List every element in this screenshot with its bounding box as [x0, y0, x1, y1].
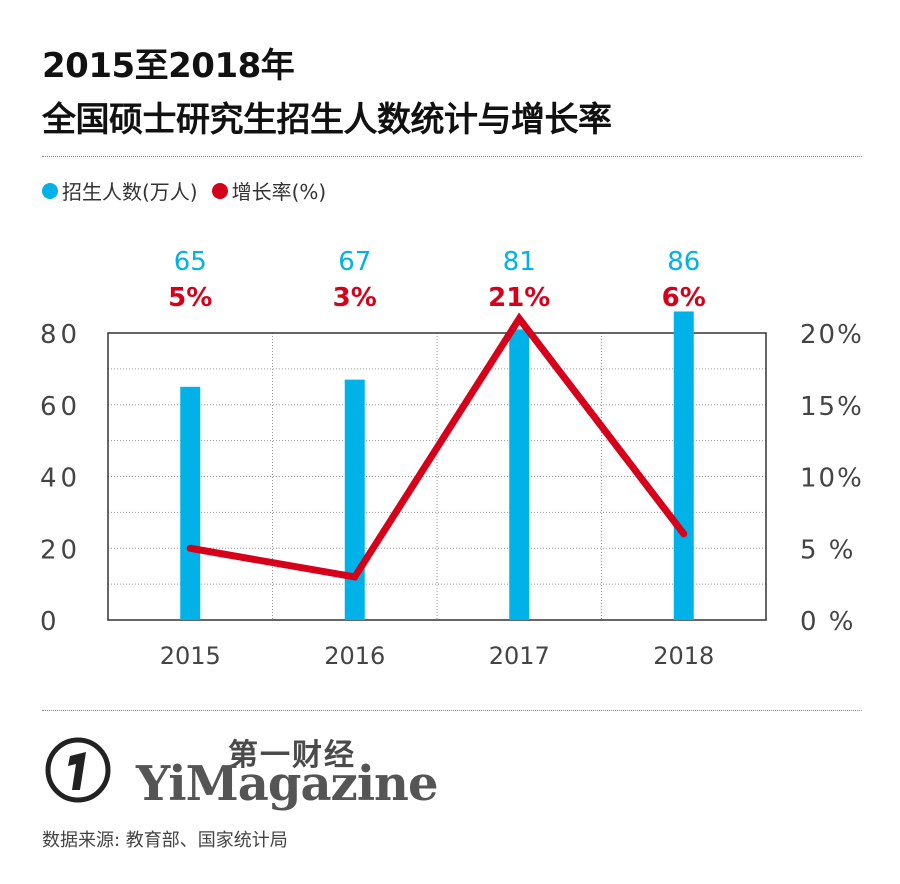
right-axis-tick-label: 10% [800, 464, 864, 494]
legend-label-growth: 增长率(%) [231, 180, 327, 204]
chart-title-line1: 2015至2018年 [42, 46, 295, 86]
right-axis-tick-label: 20% [800, 320, 864, 350]
x-axis-category-label: 2018 [653, 642, 714, 670]
bar-value-label: 65 [174, 247, 207, 277]
bar-2015 [180, 386, 201, 620]
brand-chinese-name: 第一财经 [228, 738, 356, 773]
data-source: 数据来源: 教育部、国家统计局 [42, 830, 288, 851]
x-axis-category-label: 2015 [160, 642, 221, 670]
x-axis-category-label: 2017 [489, 642, 550, 670]
legend-item-enroll: 招生人数(万人) [42, 176, 198, 205]
legend-item-growth: 增长率(%) [211, 176, 327, 205]
growth-rate-line [186, 312, 688, 581]
bar-value-label: 81 [503, 247, 536, 277]
bar-value-label: 67 [338, 247, 371, 277]
bar-2017 [509, 329, 530, 620]
chart-title-line2: 全国硕士研究生招生人数统计与增长率 [42, 100, 612, 140]
x-axis-category-label: 2016 [324, 642, 385, 670]
yimagazine-logo-icon [45, 737, 111, 803]
growth-value-label: 5% [168, 283, 212, 313]
brand-english-name: YiMagazine [136, 756, 438, 812]
legend: 招生人数(万人) 增长率(%) [42, 176, 340, 205]
growth-value-label: 3% [333, 283, 377, 313]
bottom-divider [42, 710, 862, 711]
top-divider [42, 156, 862, 157]
growth-value-label: 21% [488, 283, 550, 313]
bar-value-label: 86 [667, 247, 700, 277]
legend-dot-blue-icon [42, 182, 58, 199]
legend-label-enroll: 招生人数(万人) [62, 180, 198, 204]
combo-chart: 0 20 40 60 80 0 % 5 % 10% 15% 20% 65 67 81 86 5% 3% 21% 6… [40, 247, 864, 670]
plot-frame [107, 332, 767, 621]
growth-value-label: 6% [662, 283, 706, 313]
right-axis-tick-label: 15% [800, 392, 864, 422]
left-axis-tick-label: 60 [40, 392, 81, 422]
left-axis-tick-label: 40 [40, 464, 81, 494]
right-axis-tick-label: 0 % [800, 607, 856, 637]
left-axis-tick-label: 20 [40, 535, 81, 565]
legend-dot-red-icon [211, 182, 228, 199]
right-axis-tick-label: 5 % [800, 535, 856, 565]
bar-2016 [344, 379, 365, 620]
left-axis-tick-label: 0 [40, 607, 61, 637]
left-axis-tick-label: 80 [40, 320, 81, 350]
bar-2018 [673, 311, 694, 620]
